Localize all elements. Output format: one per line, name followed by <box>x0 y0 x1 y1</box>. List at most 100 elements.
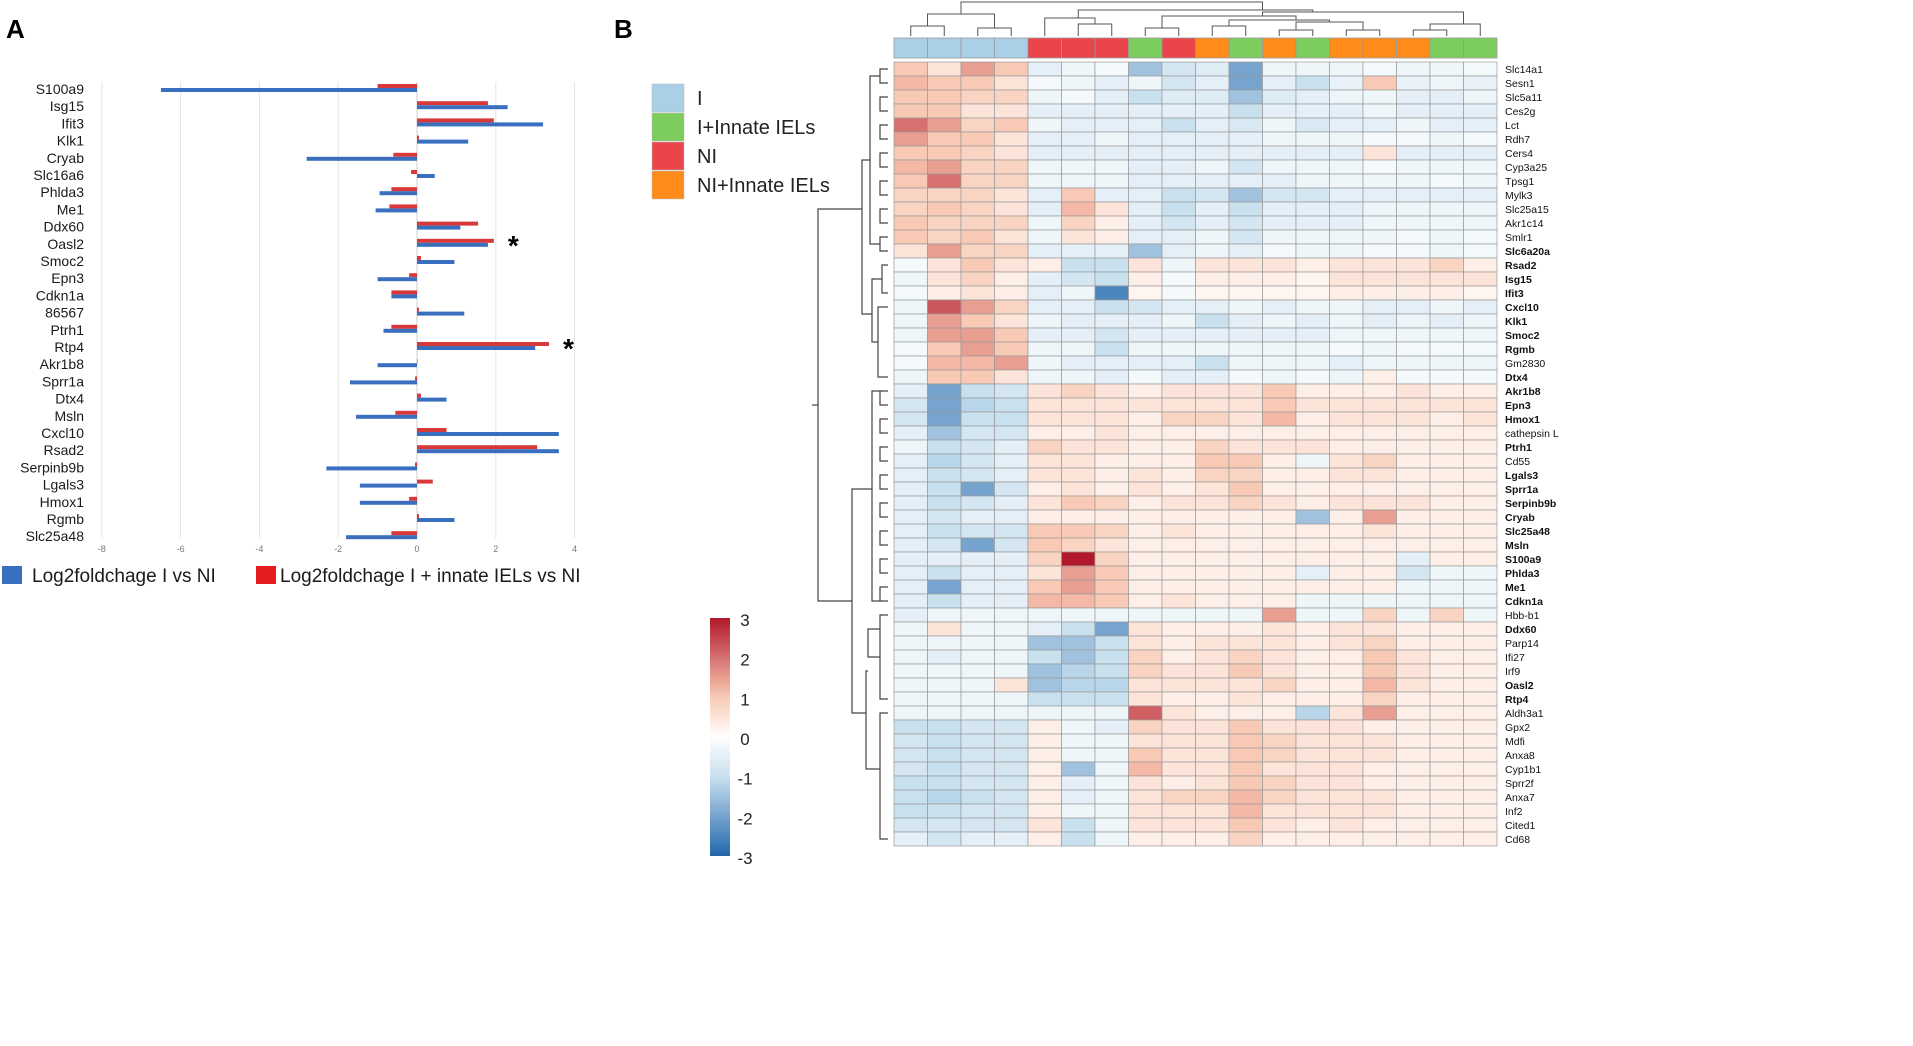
heatmap-cell <box>960 649 995 665</box>
heatmap-cell <box>1027 299 1062 315</box>
heatmap-cell <box>1195 775 1230 791</box>
row-label: Irf9 <box>1505 666 1520 678</box>
heatmap-cell <box>1195 453 1230 469</box>
heatmap-cell <box>927 173 962 189</box>
heatmap-cell <box>1262 677 1297 693</box>
heatmap-cell <box>927 579 962 595</box>
heatmap-cell <box>1463 89 1498 105</box>
heatmap-cell <box>1262 355 1297 371</box>
heatmap-cell <box>1161 719 1196 735</box>
legend-label: I <box>697 88 703 110</box>
heatmap-cell <box>1061 467 1096 483</box>
heatmap-cell <box>1463 747 1498 763</box>
heatmap-cell <box>1429 299 1464 315</box>
heatmap-cell <box>1295 495 1330 511</box>
heatmap-cell <box>994 663 1029 679</box>
heatmap-cell <box>927 761 962 777</box>
bar-blue <box>359 500 417 505</box>
heatmap-cell <box>1362 831 1397 847</box>
heatmap-cell <box>1027 425 1062 441</box>
heatmap-cell <box>1228 271 1263 287</box>
heatmap-cell <box>1128 635 1163 651</box>
bar-blue <box>417 518 455 522</box>
dendrogram-branch <box>851 488 872 714</box>
heatmap-cell <box>1027 439 1062 455</box>
heatmap-cell <box>1295 803 1330 819</box>
heatmap-cell <box>1429 327 1464 343</box>
heatmap-cell <box>1128 495 1163 511</box>
heatmap-cell <box>1128 397 1163 413</box>
dendrogram-branch <box>879 474 888 490</box>
heatmap-cell <box>1027 453 1062 469</box>
heatmap-cell <box>1094 495 1129 511</box>
group-cell <box>927 37 962 59</box>
heatmap-cell <box>1195 103 1230 119</box>
row-label: Phlda3 <box>1505 568 1540 580</box>
heatmap-cell <box>1027 551 1062 567</box>
heatmap-cell <box>1195 705 1230 721</box>
heatmap-cell <box>927 131 962 147</box>
heatmap-cell <box>1295 775 1330 791</box>
heatmap-cell <box>1463 131 1498 147</box>
heatmap-cell <box>960 705 995 721</box>
heatmap-cell <box>1262 467 1297 483</box>
heatmap-cell <box>1195 733 1230 749</box>
heatmap-cell <box>1429 369 1464 385</box>
heatmap-cell <box>893 201 928 217</box>
heatmap-cell <box>1228 75 1263 91</box>
heatmap-cell <box>1061 523 1096 539</box>
heatmap-cell <box>1429 131 1464 147</box>
heatmap-cell <box>1195 607 1230 623</box>
heatmap-cell <box>994 789 1029 805</box>
heatmap-cell <box>1362 565 1397 581</box>
heatmap-cell <box>1262 803 1297 819</box>
heatmap-cell <box>1396 635 1431 651</box>
heatmap-cell <box>1262 719 1297 735</box>
colorbar-tick: 0 <box>740 730 749 749</box>
heatmap-cell <box>1161 621 1196 637</box>
heatmap-cell <box>1262 215 1297 231</box>
heatmap-cell <box>994 537 1029 553</box>
heatmap-cell <box>1128 817 1163 833</box>
heatmap-cell <box>1463 593 1498 609</box>
dendrogram-branch <box>879 502 888 518</box>
heatmap-cell <box>1094 537 1129 553</box>
heatmap-cell <box>1329 677 1364 693</box>
colorbar-tick: 1 <box>740 690 749 709</box>
heatmap-cell <box>1329 369 1364 385</box>
dendrogram-branch <box>1077 9 1314 18</box>
dendrogram-branch <box>879 96 888 112</box>
dendrogram-branch <box>960 1 1263 14</box>
heatmap-cell <box>994 495 1029 511</box>
legend-red-swatch <box>256 566 276 584</box>
heatmap-cell <box>1228 117 1263 133</box>
heatmap-cell <box>1429 215 1464 231</box>
bar-red <box>417 479 433 484</box>
heatmap-cell <box>1262 733 1297 749</box>
heatmap-cell <box>1262 313 1297 329</box>
heatmap-cell <box>1161 663 1196 679</box>
heatmap-cell <box>1295 215 1330 231</box>
heatmap-cell <box>1094 229 1129 245</box>
heatmap-cell <box>893 635 928 651</box>
category-label: Klk1 <box>57 133 84 149</box>
heatmap-cell <box>1161 145 1196 161</box>
row-label: Hbb-b1 <box>1505 610 1540 622</box>
heatmap-cell <box>1396 817 1431 833</box>
heatmap-cell <box>1128 537 1163 553</box>
heatmap-cell <box>1329 285 1364 301</box>
heatmap-cell <box>1329 817 1364 833</box>
dendrogram-branch <box>879 236 888 252</box>
heatmap-cell <box>960 131 995 147</box>
heatmap-cell <box>1195 229 1230 245</box>
heatmap-cell <box>1128 747 1163 763</box>
heatmap-cell <box>1027 621 1062 637</box>
colorbar-tick: 2 <box>740 651 749 670</box>
bar-red <box>411 170 417 174</box>
heatmap-cell <box>960 75 995 91</box>
heatmap-cell <box>1161 159 1196 175</box>
heatmap-cell <box>1262 411 1297 427</box>
heatmap-cell <box>1396 565 1431 581</box>
bar-red <box>415 376 417 381</box>
heatmap-cell <box>1061 103 1096 119</box>
